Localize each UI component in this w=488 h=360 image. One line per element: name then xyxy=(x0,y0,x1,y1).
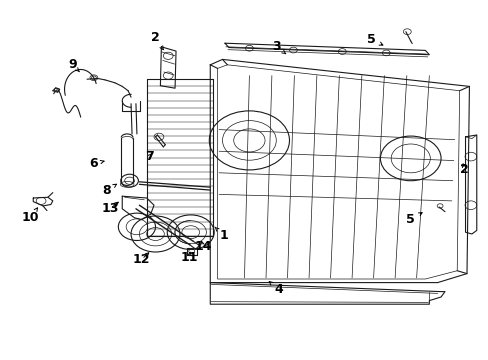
Text: 7: 7 xyxy=(144,150,153,163)
Text: 1: 1 xyxy=(214,227,228,242)
Text: 4: 4 xyxy=(269,282,283,296)
Text: 13: 13 xyxy=(101,202,119,215)
Text: 11: 11 xyxy=(180,251,198,264)
Text: 12: 12 xyxy=(133,253,150,266)
Text: 9: 9 xyxy=(68,58,80,72)
Text: 2: 2 xyxy=(151,31,163,50)
Text: 2: 2 xyxy=(459,163,468,176)
Text: 6: 6 xyxy=(89,157,104,170)
Text: 14: 14 xyxy=(194,240,211,253)
Text: 5: 5 xyxy=(406,213,421,226)
Text: 3: 3 xyxy=(271,40,285,54)
Text: 10: 10 xyxy=(21,208,39,224)
Text: 8: 8 xyxy=(102,184,116,197)
Text: 5: 5 xyxy=(366,33,382,46)
